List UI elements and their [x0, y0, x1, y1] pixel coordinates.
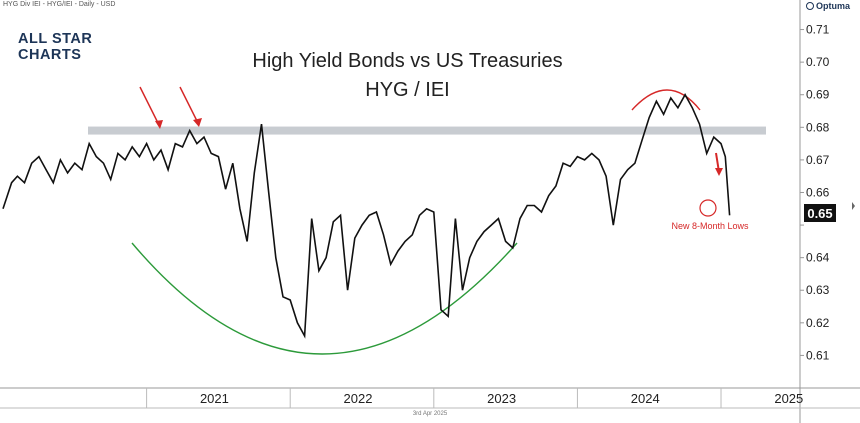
x-tick-label: 2021 [200, 391, 229, 406]
allstar-charts-logo: ALL STAR CHARTS [18, 31, 92, 63]
chart-info-text: HYG Div IEI - HYG/IEI - Daily - USD [3, 1, 116, 8]
last-value-tag: 0.65 [804, 204, 836, 222]
optuma-logo: Optuma [805, 1, 850, 11]
x-tick-label: 2025 [774, 391, 803, 406]
arrow-head-1 [155, 120, 163, 129]
arrows-group [139, 86, 723, 176]
arrow-line-2 [179, 86, 200, 126]
chart-title: High Yield Bonds vs US Treasuries [252, 50, 563, 72]
y-tick-label: 0.71 [806, 23, 830, 37]
bottom-arc [131, 242, 518, 355]
y-tick-label: 0.70 [806, 55, 830, 69]
y-tick-label: 0.63 [806, 283, 830, 297]
annotation-text: New 8-Month Lows [671, 221, 749, 231]
last-value-text: 0.65 [807, 206, 832, 221]
y-tick-label: 0.67 [806, 153, 830, 167]
resistance-band [88, 126, 766, 135]
arrow-line-1 [139, 86, 161, 128]
top-arc [631, 89, 701, 111]
y-tick-label: 0.62 [806, 316, 830, 330]
x-tick-label: 2024 [631, 391, 660, 406]
optuma-logo-icon [805, 2, 814, 10]
brand-line1: ALL STAR [18, 31, 93, 47]
y-tick-label: 0.66 [806, 185, 830, 199]
last-point-highlight [699, 199, 717, 217]
brand-line2: CHARTS [18, 47, 82, 63]
chart-subtitle: HYG / IEI [365, 79, 450, 101]
series-line [2, 93, 731, 339]
tag-pointer-icon [852, 202, 855, 210]
y-tick-label: 0.64 [806, 251, 830, 265]
date-note: 3rd Apr 2025 [412, 411, 448, 417]
y-tick-label: 0.68 [806, 120, 830, 134]
x-tick-label: 2022 [344, 391, 373, 406]
y-tick-label: 0.61 [806, 348, 830, 362]
y-tick-label: 0.69 [806, 88, 830, 102]
x-tick-label: 2023 [487, 391, 516, 406]
last-value-bg [804, 204, 836, 222]
arrow-head-2 [193, 118, 202, 127]
arrow-head-3 [715, 168, 723, 176]
